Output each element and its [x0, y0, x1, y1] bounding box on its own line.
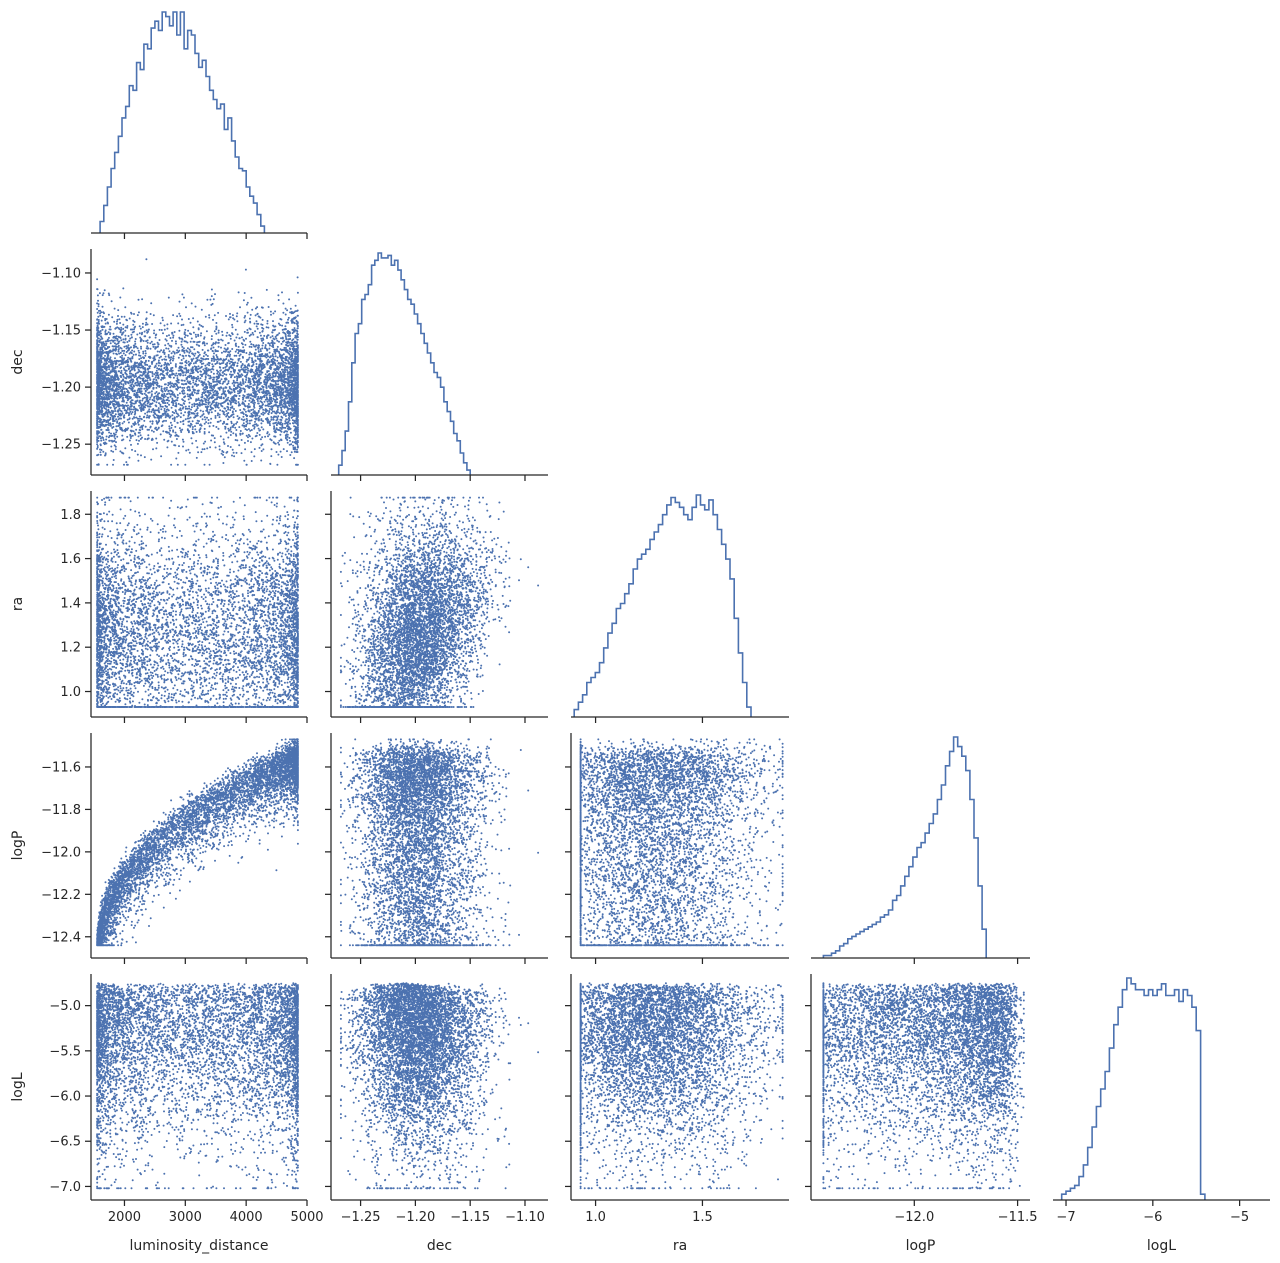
y-tick-label: −6.5 [49, 1135, 81, 1150]
scatter-panel-logL-vs-ra [579, 982, 784, 1190]
panels-layer [96, 11, 1206, 1200]
scatter-points [822, 982, 1025, 1190]
scatter-points [579, 738, 784, 947]
y-tick-label: −7.0 [49, 1180, 81, 1195]
x-tick-label: 5000 [290, 1210, 323, 1225]
scatter-panel-dec-vs-luminosity_distance [96, 258, 299, 466]
y-tick-label: −11.6 [41, 760, 81, 775]
y-tick-label: −11.8 [41, 803, 81, 818]
scatter-panel-logL-vs-dec [339, 982, 540, 1190]
y-tick-label: −5.5 [49, 1044, 81, 1059]
x-tick-label: −7 [1056, 1210, 1075, 1225]
x-axis-label-dec: dec [427, 1238, 452, 1254]
y-axis-label-ra: ra [10, 597, 26, 611]
y-tick-label: −1.20 [41, 381, 81, 396]
x-tick-label: −12.0 [894, 1210, 934, 1225]
y-tick-label: −1.10 [41, 266, 81, 281]
scatter-points [339, 982, 540, 1190]
scatter-panel-ra-vs-luminosity_distance [96, 496, 299, 708]
scatter-panel-logP-vs-ra [579, 738, 784, 947]
y-tick-label: −1.15 [41, 324, 81, 339]
y-tick-label: −12.2 [41, 888, 81, 903]
scatter-points [579, 982, 784, 1190]
histogram-ra [573, 494, 752, 717]
y-tick-label: −12.0 [41, 845, 81, 860]
scatter-points [96, 258, 299, 466]
scatter-panel-logP-vs-dec [339, 738, 540, 947]
x-tick-label: −5 [1230, 1210, 1249, 1225]
x-tick-label: 1.0 [585, 1210, 606, 1225]
y-tick-label: −12.4 [41, 930, 81, 945]
histogram-luminosity_distance [99, 11, 266, 233]
scatter-points [339, 496, 540, 708]
y-axis-label-logP: logP [10, 831, 26, 861]
scatter-panel-ra-vs-dec [339, 496, 540, 708]
x-tick-label: −11.5 [998, 1210, 1038, 1225]
x-tick-label: 2000 [108, 1210, 141, 1225]
y-tick-label: 1.4 [60, 596, 81, 611]
scatter-points [339, 738, 540, 947]
scatter-panel-logP-vs-luminosity_distance [96, 738, 299, 947]
y-tick-label: −5.0 [49, 999, 81, 1014]
x-tick-label: 1.5 [692, 1210, 713, 1225]
y-axis-label-dec: dec [10, 349, 26, 374]
x-tick-label: −6 [1143, 1210, 1162, 1225]
y-tick-label: 1.0 [60, 685, 81, 700]
y-tick-label: 1.8 [60, 508, 81, 523]
scatter-panel-logL-vs-luminosity_distance [96, 982, 299, 1190]
y-tick-label: 1.2 [60, 641, 81, 656]
scatter-panel-logL-vs-logP [822, 982, 1025, 1190]
x-axis-label-ra: ra [673, 1238, 687, 1254]
histogram-logL [1060, 977, 1206, 1200]
histogram-dec [337, 252, 471, 475]
axes-layer [85, 232, 1270, 1206]
x-axis-label-logL: logL [1147, 1238, 1176, 1254]
x-axis-label-luminosity_distance: luminosity_distance [129, 1238, 268, 1254]
scatter-points [96, 738, 299, 947]
histogram-logP [822, 736, 987, 958]
x-tick-label: 3000 [169, 1210, 202, 1225]
x-tick-label: −1.20 [395, 1210, 435, 1225]
y-tick-label: −6.0 [49, 1090, 81, 1105]
x-tick-label: −1.10 [505, 1210, 545, 1225]
y-tick-label: 1.6 [60, 552, 81, 567]
scatter-points [96, 496, 299, 708]
x-tick-label: −1.25 [341, 1210, 381, 1225]
scatter-points [96, 982, 299, 1190]
labels-layer: −1.25 −1.20 −1.15 −1.10 1.0 1.2 1.4 1.6 1.8 −12.4… [10, 266, 1249, 1254]
x-tick-label: 4000 [230, 1210, 263, 1225]
x-axis-label-logP: logP [906, 1238, 936, 1254]
x-tick-label: −1.15 [450, 1210, 490, 1225]
y-axis-label-logL: logL [10, 1072, 26, 1101]
y-tick-label: −1.25 [41, 438, 81, 453]
